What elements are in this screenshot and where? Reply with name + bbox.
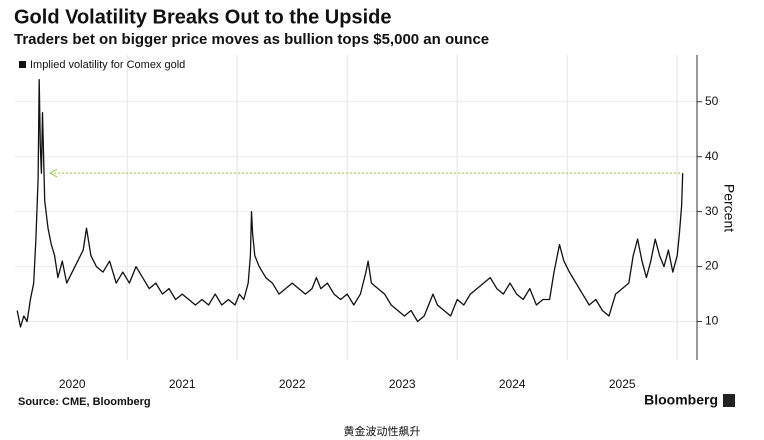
- x-tick-label: 2021: [169, 377, 196, 391]
- series-line: [16, 79, 684, 328]
- legend-label: Implied volatility for Comex gold: [30, 59, 185, 71]
- brand-icon: [723, 394, 735, 407]
- y-tick-label: 40: [705, 149, 719, 163]
- caption: 黄金波动性飙升: [344, 424, 421, 438]
- y-tick-label: 20: [705, 259, 719, 273]
- x-tick-label: 2022: [279, 377, 306, 391]
- reference-arrow: [48, 168, 58, 178]
- brand: Bloomberg: [644, 392, 718, 408]
- x-tick-label: 2024: [499, 377, 526, 391]
- y-tick-label: 10: [705, 314, 719, 328]
- x-tick-label: 2025: [609, 377, 636, 391]
- chart-subtitle: Traders bet on bigger price moves as bul…: [14, 31, 489, 48]
- source: Source: CME, Bloomberg: [18, 396, 151, 408]
- x-tick-label: 2023: [389, 377, 416, 391]
- x-tick-label: 2020: [59, 377, 86, 391]
- y-tick-label: 30: [705, 204, 719, 218]
- y-tick-label: 50: [705, 94, 719, 108]
- legend-box: [15, 56, 205, 74]
- chart-title: Gold Volatility Breaks Out to the Upside: [14, 6, 391, 28]
- legend-swatch: [19, 61, 26, 68]
- y-axis-label: Percent: [721, 184, 737, 232]
